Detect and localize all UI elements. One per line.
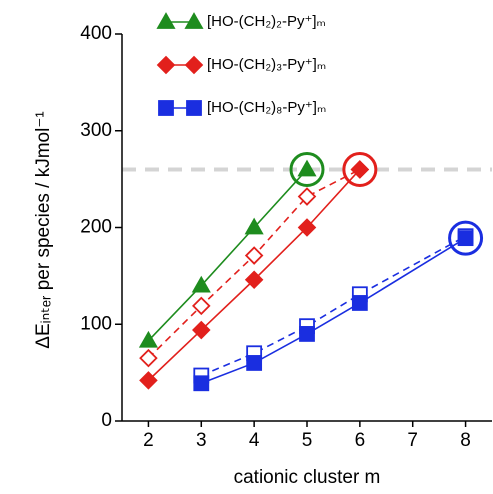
highlight-circle: [448, 220, 484, 256]
x-axis-label: cationic cluster m: [234, 467, 381, 488]
legend-label: [HO-(CH₂)₈-Py⁺]ₘ: [207, 99, 326, 116]
legend-label: [HO-(CH₂)₃-Py⁺]ₘ: [207, 56, 326, 73]
data-point: [192, 320, 211, 340]
x-tick-label: 8: [460, 430, 471, 451]
y-tick-label: 100: [80, 313, 112, 334]
legend-label: [HO-(CH₂)₂-Py⁺]ₘ: [207, 13, 326, 30]
y-tick-label: 200: [80, 217, 112, 238]
x-tick-label: 7: [407, 430, 418, 451]
highlight-circle: [289, 151, 325, 187]
x-tick-label: 3: [196, 430, 207, 451]
series-line: [147, 168, 308, 342]
highlight-circle: [342, 151, 378, 187]
data-point: [192, 296, 211, 316]
data-point: [193, 375, 210, 392]
data-point: [351, 295, 368, 311]
data-point: [457, 230, 474, 247]
y-tick-label: 400: [80, 23, 112, 44]
data-point: [139, 371, 158, 390]
legend-marker: [156, 55, 176, 75]
legend-marker: [158, 100, 174, 116]
x-tick-label: 2: [143, 430, 154, 451]
legend-marker: [184, 55, 204, 75]
data-point: [299, 326, 315, 342]
data-point: [138, 330, 158, 348]
legend-marker: [184, 12, 204, 29]
legend-marker: [186, 100, 202, 116]
data-point: [350, 160, 370, 179]
data-point: [297, 218, 317, 237]
data-point: [244, 246, 264, 265]
series-line: [200, 235, 466, 377]
x-tick-label: 4: [249, 430, 260, 451]
x-tick-label: 6: [355, 430, 366, 451]
y-axis-label: ΔEᵢₙₜₑᵣ per species / kJmol⁻¹: [33, 111, 54, 348]
data-point: [191, 275, 211, 293]
data-point: [246, 355, 263, 371]
y-tick-label: 300: [80, 120, 112, 141]
data-point: [244, 270, 264, 290]
data-point: [297, 187, 317, 206]
data-point: [139, 348, 158, 368]
y-tick-label: 0: [101, 410, 112, 431]
data-point: [244, 217, 264, 235]
x-tick-label: 5: [302, 430, 313, 451]
legend-marker: [156, 12, 176, 29]
data-point: [297, 159, 317, 177]
